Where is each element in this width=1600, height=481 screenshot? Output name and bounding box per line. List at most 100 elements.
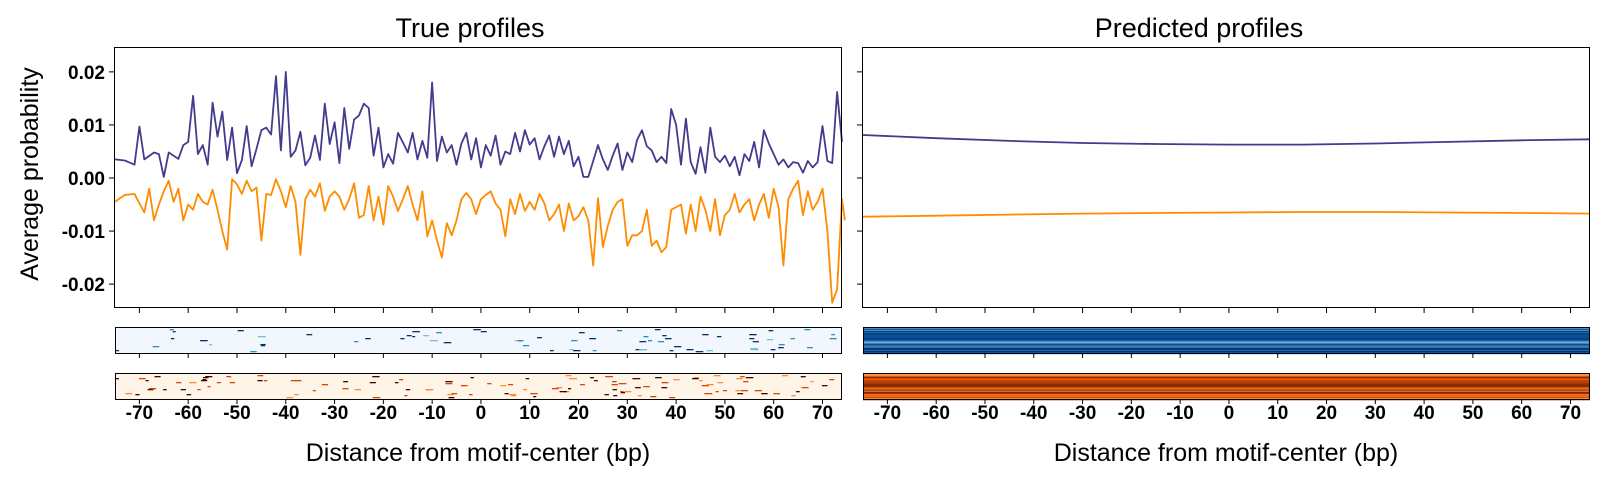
heatmap-cell	[665, 338, 672, 340]
heatmap-cell	[202, 377, 209, 379]
x-tick-label: 0	[476, 403, 487, 424]
heatmap-row	[863, 333, 1590, 335]
heatmap-cell	[635, 387, 641, 389]
positive-strand-line	[862, 134, 1591, 146]
heatmap-cell	[796, 391, 800, 393]
y-tick-label: 0.00	[68, 169, 105, 190]
heatmap-frame	[863, 327, 1590, 354]
heatmap-cell	[125, 393, 133, 395]
heatmap-cell	[197, 389, 201, 391]
predicted-negative-heatmap	[863, 373, 1590, 404]
heatmap-cell	[791, 395, 796, 397]
heatmap-cell	[425, 389, 434, 391]
heatmap-frame	[115, 373, 842, 400]
heatmap-cell	[306, 334, 313, 336]
heatmap-row	[863, 340, 1590, 342]
heatmap-cell	[643, 386, 650, 388]
heatmap-cell	[189, 382, 197, 384]
heatmap-row	[863, 343, 1590, 345]
heatmap-cell	[655, 377, 662, 379]
heatmap-row	[863, 349, 1590, 352]
heatmap-cell	[260, 344, 266, 346]
x-tick-label: 10	[519, 403, 540, 424]
heatmap-cell	[405, 389, 411, 391]
heatmap-cell	[290, 380, 298, 382]
heatmap-cell	[821, 385, 828, 387]
heatmap-row	[863, 390, 1590, 392]
heatmap-cell	[169, 329, 174, 331]
heatmap-row	[863, 395, 1590, 398]
heatmap-row	[863, 380, 1590, 382]
heatmap-cell	[702, 334, 709, 336]
heatmap-cell	[172, 331, 176, 333]
heatmap-cell	[761, 393, 768, 395]
x-tick-label: -10	[418, 403, 445, 424]
heatmap-cell	[152, 346, 160, 348]
heatmap-cell	[508, 384, 514, 386]
heatmap-cell	[443, 342, 452, 344]
heatmap-cell	[321, 384, 329, 386]
heatmap-row	[863, 344, 1590, 346]
left-series-lines	[114, 71, 846, 304]
heatmap-cell	[530, 393, 538, 395]
heatmap-cell	[632, 378, 641, 380]
heatmap-cell	[115, 378, 119, 380]
heatmap-background	[115, 373, 842, 400]
heatmap-row	[863, 391, 1590, 394]
heatmap-row	[863, 385, 1590, 387]
y-tick-label: 0.01	[68, 116, 105, 137]
heatmap-cell	[436, 332, 442, 334]
y-axis-label: Average probability	[16, 67, 44, 281]
heatmap-cell	[209, 344, 213, 346]
heatmap-cell	[201, 380, 208, 382]
heatmap-cell	[661, 387, 668, 389]
heatmap-row	[863, 337, 1590, 339]
heatmap-row	[863, 382, 1590, 384]
x-tick-label: -60	[922, 403, 949, 424]
heatmap-cell	[448, 397, 455, 399]
heatmap-cell	[706, 350, 713, 352]
y-tick-label: -0.01	[62, 222, 106, 243]
heatmap-cell	[423, 335, 429, 337]
right-x-tick-marks	[886, 308, 1571, 313]
heatmap-cell	[525, 378, 530, 380]
heatmap-cell	[250, 351, 257, 353]
true-positive-heatmap	[115, 327, 842, 358]
heatmap-cell	[590, 377, 594, 379]
heatmap-row	[863, 392, 1590, 395]
heatmap-cell	[399, 379, 404, 381]
heatmap-cell	[537, 337, 542, 339]
heatmap-cell	[445, 381, 453, 383]
heatmap-cell	[445, 383, 453, 385]
heatmap-cell	[237, 330, 244, 332]
heatmap-cell	[773, 393, 780, 395]
heatmap-cell	[613, 395, 618, 397]
negative-strand-line	[114, 178, 846, 304]
x-tick-label: 70	[812, 403, 833, 424]
heatmap-background	[115, 327, 842, 354]
heatmap-cell	[669, 350, 674, 352]
heatmap-row	[863, 381, 1590, 383]
x-tick-label: -10	[1166, 403, 1193, 424]
heatmap-cell	[618, 383, 627, 385]
heatmap-cell	[751, 349, 759, 351]
heatmap-cell	[699, 380, 703, 382]
heatmap-row	[863, 329, 1590, 331]
heatmap-row	[863, 345, 1590, 348]
heatmap-cell	[624, 391, 632, 393]
heatmap-cell	[523, 389, 528, 391]
heatmap-cell	[559, 391, 567, 393]
heatmap-cell	[149, 388, 157, 390]
x-tick-label: 70	[1560, 403, 1581, 424]
heatmap-cell	[605, 376, 614, 378]
x-tick-label: 60	[763, 403, 784, 424]
heatmap-cell	[604, 394, 609, 396]
x-tick-label: 0	[1224, 403, 1235, 424]
x-tick-label: 20	[568, 403, 589, 424]
heatmap-cell	[831, 334, 835, 336]
x-tick-label: 50	[1462, 403, 1483, 424]
heatmap-cell	[295, 380, 302, 382]
x-tick-label: 40	[1414, 403, 1435, 424]
y-tick-label: -0.02	[62, 275, 105, 296]
x-tick-label: -50	[971, 403, 998, 424]
